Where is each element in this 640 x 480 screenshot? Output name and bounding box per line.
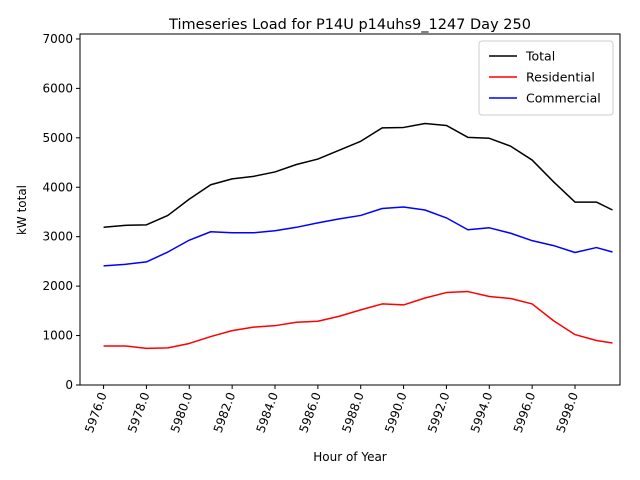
y-tick-label: 2000 xyxy=(42,279,73,293)
y-tick-label: 7000 xyxy=(42,32,73,46)
legend-label-total: Total xyxy=(525,49,555,64)
y-axis: 0 1000 2000 3000 4000 5000 6000 7000 xyxy=(42,32,80,392)
x-axis-label: Hour of Year xyxy=(313,450,387,464)
series-layer xyxy=(103,122,613,350)
plot-frame xyxy=(79,33,621,386)
y-tick-label: 3000 xyxy=(42,230,73,244)
y-tick-label: 6000 xyxy=(42,81,73,95)
y-tick-label: 1000 xyxy=(42,329,73,343)
y-axis-label: kW total xyxy=(15,185,29,235)
legend-label-residential: Residential xyxy=(526,70,595,85)
legend-box xyxy=(478,40,614,116)
series-line-commercial xyxy=(103,206,613,267)
chart-title: Timeseries Load for P14U p14uhs9_1247 Da… xyxy=(168,17,531,33)
y-tick-label: 4000 xyxy=(42,180,73,194)
series-line-residential xyxy=(103,290,613,350)
legend-label-commercial: Commercial xyxy=(526,91,601,106)
y-tick-label: 0 xyxy=(65,378,73,392)
series-line-total xyxy=(103,122,613,229)
legend: Total Residential Commercial xyxy=(478,40,614,116)
y-tick-label: 5000 xyxy=(42,131,73,145)
